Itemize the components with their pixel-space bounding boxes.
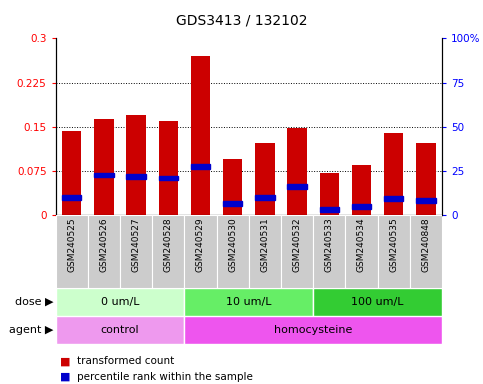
Bar: [352, 204, 371, 209]
Bar: [384, 196, 403, 201]
Text: GSM240531: GSM240531: [260, 217, 270, 272]
Bar: [313, 215, 345, 288]
Text: dose ▶: dose ▶: [14, 297, 53, 307]
Bar: [185, 316, 442, 344]
Bar: [249, 215, 281, 288]
Bar: [345, 215, 378, 288]
Bar: [320, 207, 339, 212]
Bar: [127, 115, 146, 215]
Bar: [158, 175, 178, 180]
Text: GSM240534: GSM240534: [357, 217, 366, 272]
Bar: [223, 201, 242, 205]
Text: GSM240525: GSM240525: [67, 217, 76, 272]
Bar: [62, 195, 81, 200]
Text: GSM240529: GSM240529: [196, 217, 205, 272]
Text: GSM240527: GSM240527: [131, 217, 141, 272]
Bar: [255, 195, 274, 200]
Text: control: control: [100, 325, 139, 335]
Text: ■: ■: [60, 356, 71, 366]
Bar: [191, 56, 210, 215]
Bar: [287, 128, 307, 215]
Text: GSM240530: GSM240530: [228, 217, 237, 272]
Bar: [56, 215, 88, 288]
Text: percentile rank within the sample: percentile rank within the sample: [77, 372, 253, 382]
Bar: [56, 316, 185, 344]
Text: agent ▶: agent ▶: [9, 325, 53, 335]
Text: 10 um/L: 10 um/L: [226, 297, 271, 307]
Bar: [216, 215, 249, 288]
Bar: [255, 143, 274, 215]
Bar: [378, 215, 410, 288]
Bar: [94, 119, 114, 215]
Bar: [158, 121, 178, 215]
Text: GSM240526: GSM240526: [99, 217, 108, 272]
Text: homocysteine: homocysteine: [274, 325, 352, 335]
Bar: [120, 215, 152, 288]
Bar: [152, 215, 185, 288]
Text: 100 um/L: 100 um/L: [351, 297, 404, 307]
Text: ■: ■: [60, 372, 71, 382]
Text: GSM240532: GSM240532: [293, 217, 301, 272]
Bar: [191, 164, 210, 169]
Bar: [313, 288, 442, 316]
Bar: [281, 215, 313, 288]
Bar: [185, 288, 313, 316]
Text: GSM240528: GSM240528: [164, 217, 173, 272]
Bar: [56, 288, 185, 316]
Bar: [94, 173, 114, 177]
Text: GSM240848: GSM240848: [421, 217, 430, 272]
Text: GSM240535: GSM240535: [389, 217, 398, 272]
Text: GDS3413 / 132102: GDS3413 / 132102: [176, 13, 307, 27]
Text: 0 um/L: 0 um/L: [100, 297, 139, 307]
Bar: [410, 215, 442, 288]
Bar: [320, 173, 339, 215]
Bar: [223, 159, 242, 215]
Bar: [416, 198, 436, 203]
Bar: [88, 215, 120, 288]
Bar: [416, 143, 436, 215]
Bar: [185, 215, 216, 288]
Bar: [62, 131, 81, 215]
Bar: [287, 184, 307, 189]
Bar: [384, 132, 403, 215]
Text: GSM240533: GSM240533: [325, 217, 334, 272]
Bar: [352, 165, 371, 215]
Text: transformed count: transformed count: [77, 356, 174, 366]
Bar: [127, 174, 146, 179]
